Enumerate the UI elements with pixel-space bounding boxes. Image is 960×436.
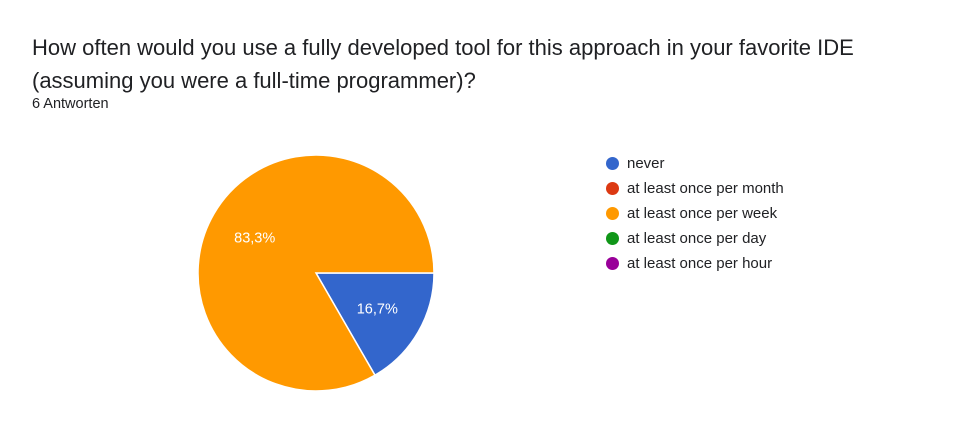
legend-label: never [627,155,665,172]
question-title: How often would you use a fully develope… [32,35,854,93]
legend-item[interactable]: at least once per day [606,226,784,251]
legend-label: at least once per month [627,180,784,197]
legend-swatch-icon [606,182,619,195]
pie-labels: 16,7% 83,3% [234,231,398,318]
legend-swatch-icon [606,257,619,270]
legend-swatch-icon [606,207,619,220]
pie-slice-at-least-once-per-week[interactable] [197,154,435,392]
chart-legend: never at least once per month at least onc… [606,151,784,276]
pie-slice-never[interactable] [314,272,435,377]
legend-label: at least once per day [627,230,767,247]
legend-swatch-icon [606,157,619,170]
legend-item[interactable]: at least once per month [606,176,784,201]
pie-slices [197,154,435,392]
response-count: 6 Antworten [32,96,109,112]
legend-item[interactable]: at least once per hour [606,251,784,276]
legend-label: at least once per hour [627,255,773,272]
legend-label: at least once per week [627,205,778,222]
legend-item[interactable]: never [606,151,784,176]
pie-chart: 16,7% 83,3% [197,154,435,392]
pie-data-label: 16,7% [357,301,398,317]
legend-swatch-icon [606,232,619,245]
pie-data-label: 83,3% [234,231,275,247]
legend-item[interactable]: at least once per week [606,201,784,226]
